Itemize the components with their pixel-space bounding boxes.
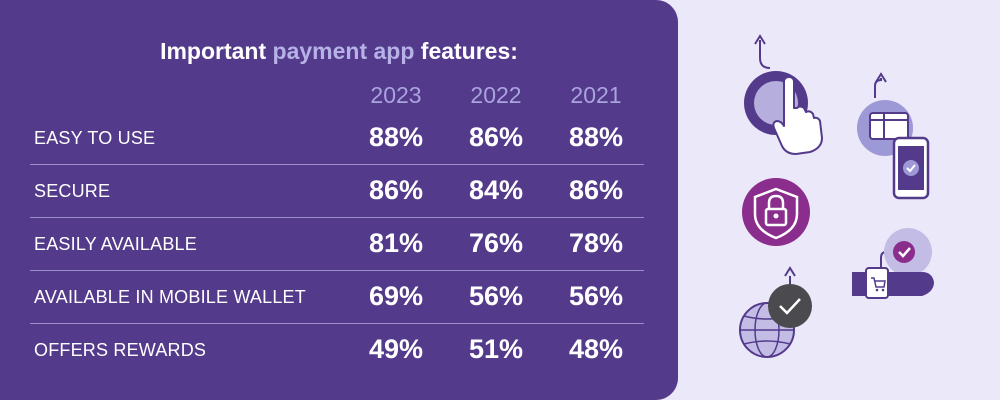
value-cell: 88% (368, 122, 424, 152)
value-cell: 81% (368, 228, 424, 258)
globe-checkmark-icon (739, 266, 812, 358)
column-header-2022: 2022 (470, 82, 522, 108)
gift-card-phone-icon (857, 72, 930, 200)
value-cell: 88% (568, 122, 624, 152)
row-label: EASILY AVAILABLE (34, 234, 197, 254)
row-label: AVAILABLE IN MOBILE WALLET (34, 287, 306, 307)
value-cell: 51% (468, 334, 524, 364)
value-cell: 56% (468, 281, 524, 311)
chart-title: Important payment app features: (0, 38, 678, 65)
table-row: AVAILABLE IN MOBILE WALLET 69% 56% 56% (30, 271, 644, 324)
column-header-2023: 2023 (370, 82, 422, 108)
features-panel: Important payment app features: 2023 202… (0, 0, 678, 400)
row-divider (30, 323, 644, 324)
row-divider (30, 164, 644, 165)
title-accent: payment app (272, 38, 415, 64)
value-cell: 76% (468, 228, 524, 258)
table-row: EASILY AVAILABLE 81% 76% 78% (30, 218, 644, 271)
value-cell: 86% (368, 175, 424, 205)
row-label: OFFERS REWARDS (34, 340, 207, 360)
value-cell: 78% (568, 228, 624, 258)
row-label: EASY TO USE (34, 128, 156, 148)
illustrations (739, 34, 934, 358)
table-row: EASY TO USE 88% 86% 88% (30, 112, 644, 165)
title-suffix: features: (414, 38, 518, 64)
value-cell: 56% (568, 281, 624, 311)
value-cell: 69% (368, 281, 424, 311)
value-cell: 48% (568, 334, 624, 364)
security-lock-shield-icon (742, 178, 810, 246)
table-row: OFFERS REWARDS 49% 51% 48% (30, 324, 644, 377)
title-prefix: Important (160, 38, 273, 64)
tap-finger-icon (744, 34, 823, 155)
value-cell: 84% (468, 175, 524, 205)
smartwatch-cart-icon (852, 228, 934, 299)
row-divider (30, 217, 644, 218)
table-row: SECURE 86% 84% 86% (30, 165, 644, 218)
row-label: SECURE (34, 181, 111, 201)
value-cell: 86% (468, 122, 524, 152)
value-cell: 49% (368, 334, 424, 364)
row-divider (30, 270, 644, 271)
value-cell: 86% (568, 175, 624, 205)
column-header-2021: 2021 (570, 82, 622, 108)
